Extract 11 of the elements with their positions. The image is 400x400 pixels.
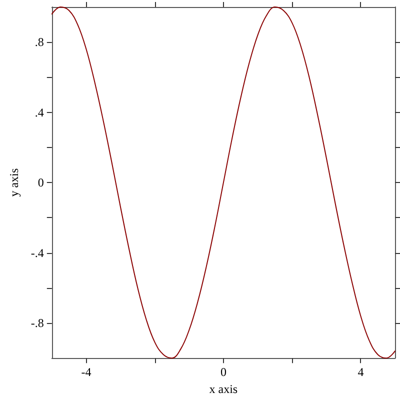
y-tick-label: -.8 [30, 316, 44, 330]
x-tick-label: -4 [81, 365, 92, 380]
y-tick-label: .4 [34, 105, 44, 120]
y-tick-label: 0 [38, 176, 44, 190]
x-tick-label: 4 [358, 365, 364, 380]
line-series [51, 6, 396, 359]
x-tick-label: 0 [220, 365, 226, 380]
x-axis-title: x axis [209, 382, 238, 396]
y-tick-label: .8 [34, 35, 44, 50]
y-tick-label: -.4 [30, 246, 44, 260]
y-axis-title: y axis [7, 168, 21, 197]
